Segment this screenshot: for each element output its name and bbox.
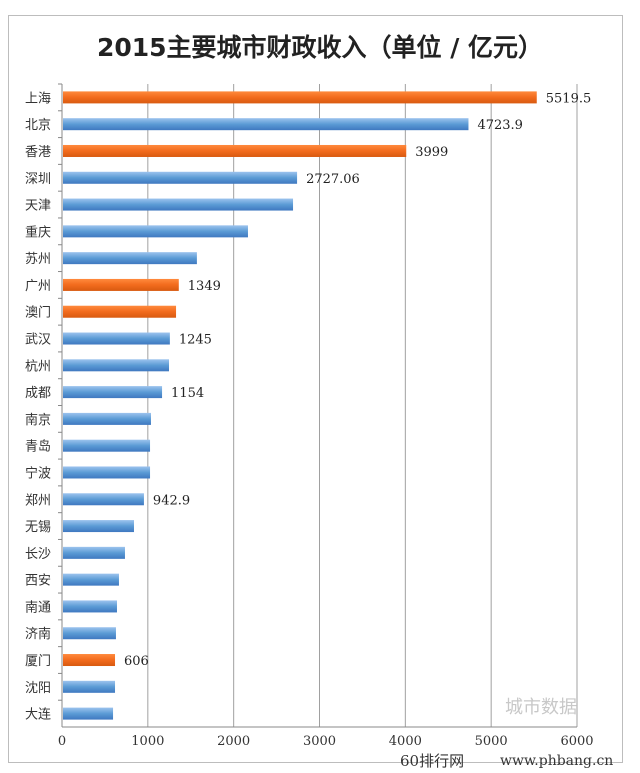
data-label: 3999 [415, 145, 448, 160]
bar-西安 [63, 573, 119, 586]
y-tick-label: 重庆 [25, 224, 51, 240]
x-tick-label: 2000 [217, 734, 250, 749]
bar-澳门 [63, 305, 177, 318]
bar-天津 [63, 198, 294, 211]
data-label: 1349 [188, 279, 221, 294]
y-tick-label: 上海 [25, 91, 51, 106]
bar-大连 [63, 707, 114, 720]
data-label: 1245 [179, 333, 212, 348]
bar-长沙 [63, 546, 125, 559]
y-tick-label: 深圳 [25, 172, 51, 187]
y-tick-label: 西安 [25, 574, 51, 589]
bar-宁波 [63, 466, 151, 479]
x-tick-label: 5000 [475, 734, 508, 749]
y-tick-label: 郑州 [25, 493, 51, 508]
x-tick-label: 0 [58, 734, 66, 749]
y-tick-label: 无锡 [25, 520, 51, 535]
y-tick-label: 南通 [25, 599, 51, 615]
data-label: 5519.5 [546, 91, 592, 106]
y-tick-label: 长沙 [25, 547, 51, 562]
y-tick-label: 杭州 [25, 359, 51, 374]
y-tick-label: 成都 [25, 386, 51, 401]
y-tick-label: 广州 [25, 279, 51, 294]
y-tick-label: 大连 [25, 707, 51, 723]
bar-成都 [63, 386, 163, 399]
chart-title: 2015主要城市财政收入（单位 / 亿元） [96, 33, 544, 62]
y-tick-label: 宁波 [25, 465, 51, 481]
bar-武汉 [63, 332, 170, 345]
bar-厦门 [63, 654, 116, 667]
y-tick-label: 武汉 [25, 333, 51, 348]
bar-上海 [63, 91, 537, 104]
bar-南京 [63, 412, 151, 425]
y-tick-label: 苏州 [25, 251, 51, 267]
bar-南通 [63, 600, 117, 613]
y-tick-label: 香港 [25, 145, 51, 160]
x-tick-label: 4000 [389, 734, 422, 749]
data-label: 2727.06 [306, 172, 360, 187]
y-tick-label: 沈阳 [25, 681, 51, 696]
watermark-url: www.phbang.cn [500, 753, 614, 769]
y-tick-label: 厦门 [25, 654, 51, 669]
y-tick-label: 南京 [25, 412, 51, 428]
bar-深圳 [63, 171, 298, 184]
watermark-account: 城市数据 [505, 697, 577, 718]
bar-香港 [63, 144, 407, 157]
chart-frame [8, 15, 623, 763]
bar-无锡 [63, 520, 134, 533]
bar-青岛 [63, 439, 151, 452]
x-tick-label: 6000 [560, 734, 593, 749]
y-tick-label: 澳门 [25, 305, 51, 321]
bar-重庆 [63, 225, 248, 238]
bar-沈阳 [63, 680, 116, 693]
bar-北京 [63, 118, 469, 131]
y-tick-label: 北京 [25, 118, 51, 133]
y-tick-label: 济南 [25, 626, 51, 642]
bar-杭州 [63, 359, 170, 372]
watermark-site-name: 60排行网 [400, 752, 465, 770]
data-label: 942.9 [153, 493, 190, 508]
data-label: 4723.9 [477, 118, 523, 133]
y-tick-label: 天津 [25, 199, 51, 214]
data-label: 1154 [171, 386, 204, 401]
y-tick-label: 青岛 [25, 439, 51, 455]
bar-郑州 [63, 493, 144, 506]
x-tick-label: 3000 [303, 734, 336, 749]
bar-济南 [63, 627, 116, 640]
data-label: 606 [124, 654, 149, 669]
bar-苏州 [63, 252, 197, 265]
bar-广州 [63, 278, 179, 291]
x-tick-label: 1000 [131, 734, 164, 749]
